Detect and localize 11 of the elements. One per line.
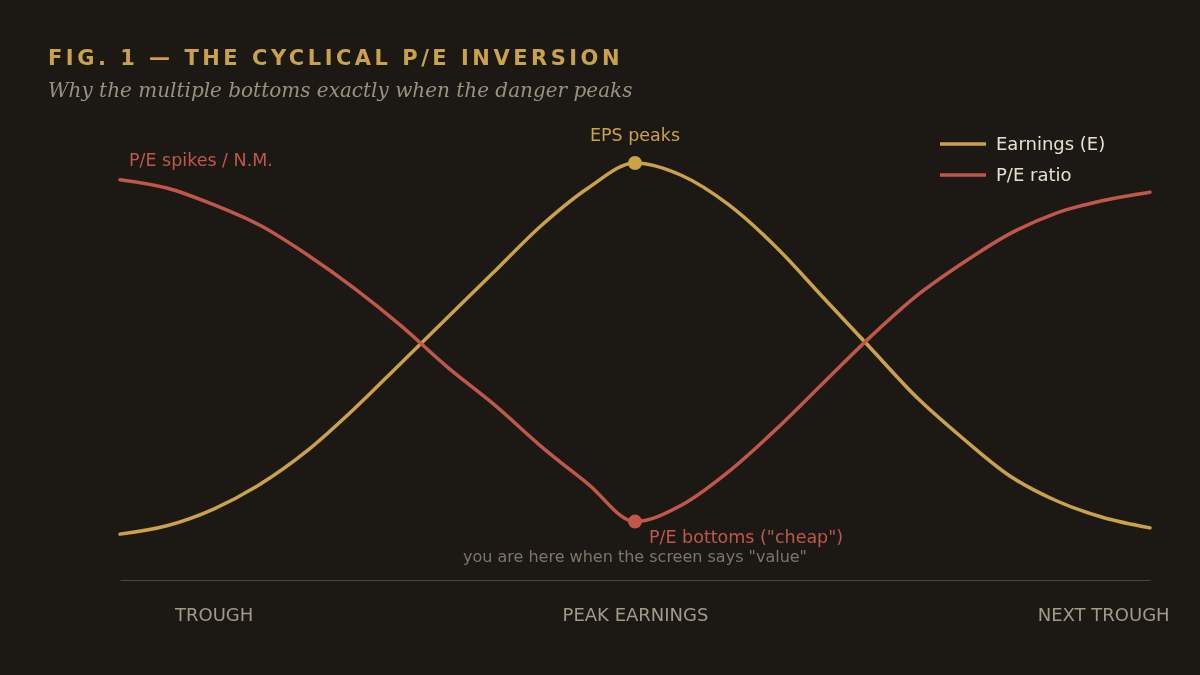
x-tick-label: NEXT TROUGH bbox=[1037, 603, 1170, 625]
x-tick-label: PEAK EARNINGS bbox=[562, 603, 709, 625]
legend-label: P/E ratio bbox=[996, 164, 1072, 185]
annotation: you are here when the screen says "value" bbox=[463, 547, 807, 566]
annotation: EPS peaks bbox=[589, 125, 681, 145]
annotation: P/E spikes / N.M. bbox=[129, 150, 273, 170]
annotation: P/E bottoms ("cheap") bbox=[649, 526, 844, 547]
chart-subtitle: Why the multiple bottoms exactly when the danger peaks bbox=[48, 78, 633, 102]
legend-label: Earnings (E) bbox=[996, 133, 1106, 154]
chart-title: FIG. 1 — THE CYCLICAL P/E INVERSION bbox=[48, 46, 624, 70]
x-tick-label: TROUGH bbox=[173, 603, 254, 625]
